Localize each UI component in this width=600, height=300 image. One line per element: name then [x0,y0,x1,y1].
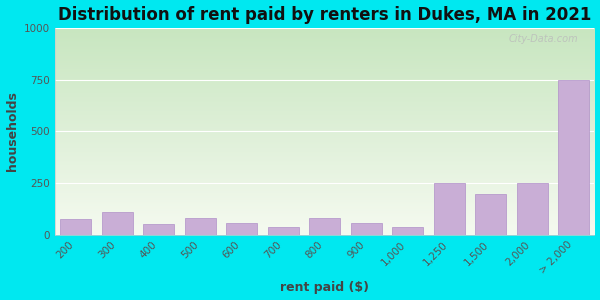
Bar [143,224,175,235]
Title: Distribution of rent paid by renters in Dukes, MA in 2021: Distribution of rent paid by renters in … [58,6,592,24]
Bar [226,223,257,235]
Text: City-Data.com: City-Data.com [509,34,578,44]
Bar [351,223,382,235]
X-axis label: rent paid ($): rent paid ($) [280,281,369,294]
Bar [434,183,465,235]
Bar [392,227,424,235]
Bar [268,227,299,235]
Bar [60,219,91,235]
Y-axis label: households: households [5,91,19,171]
Bar [517,183,548,235]
Bar [102,212,133,235]
Bar [309,218,340,235]
Bar [475,194,506,235]
Bar [558,80,589,235]
Bar [185,218,216,235]
